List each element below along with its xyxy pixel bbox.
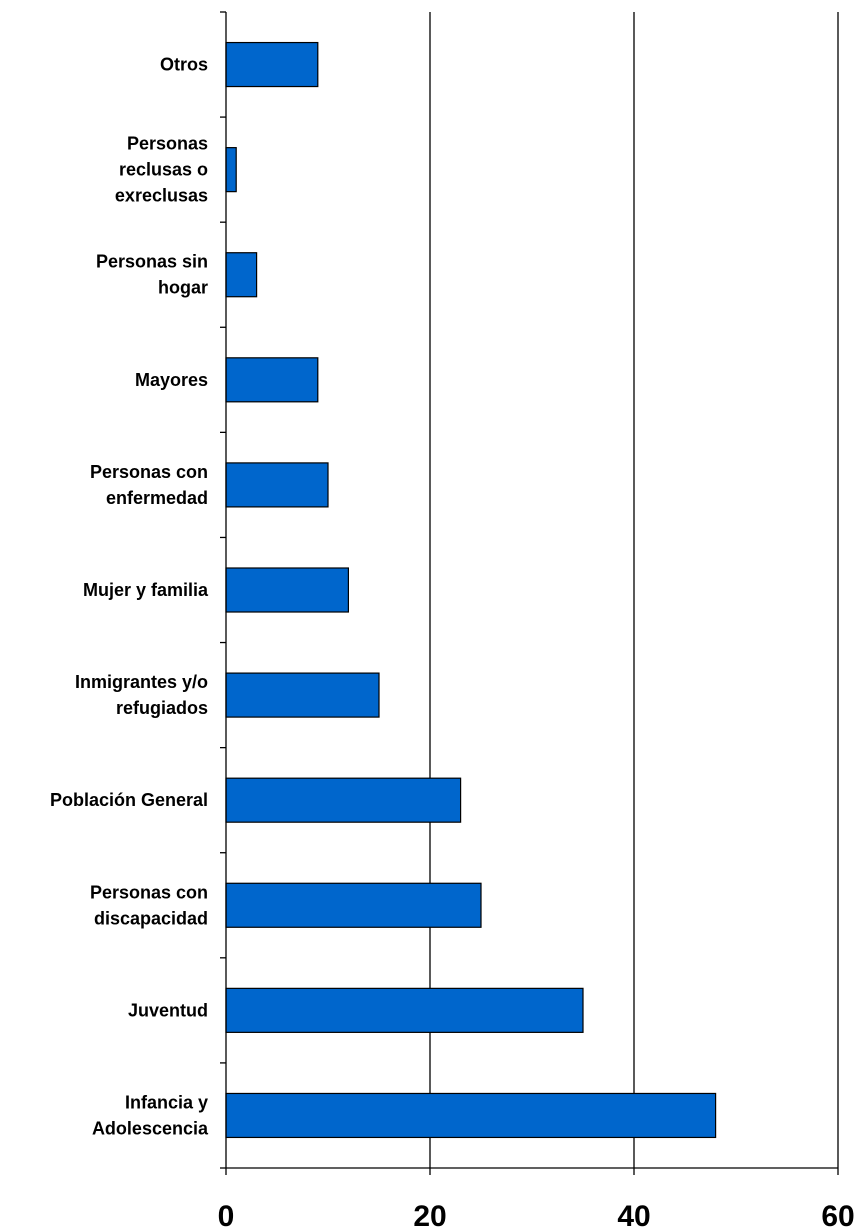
bar-10 (225, 1092, 717, 1139)
category-label: hogar (158, 278, 208, 298)
bar-8 (225, 882, 482, 928)
category-label: Juventud (128, 1000, 208, 1020)
gridlines (429, 12, 839, 1168)
bar-1 (225, 147, 237, 193)
category-label: Personas con (90, 882, 208, 902)
category-label: Población General (50, 790, 208, 810)
category-label: enfermedad (106, 488, 208, 508)
axes (220, 11, 839, 1175)
category-label: Mayores (135, 370, 208, 390)
tick-labels: 0 20 40 60 (218, 1200, 855, 1231)
category-label: Mujer y familia (83, 580, 209, 600)
bar-7 (225, 777, 462, 823)
bar-5 (225, 567, 350, 613)
x-tick-label: 60 (821, 1200, 854, 1231)
x-tick-label: 0 (218, 1200, 235, 1231)
category-label: Adolescencia (92, 1118, 209, 1138)
category-label: Otros (160, 55, 208, 75)
category-label: refugiados (116, 698, 208, 718)
category-label: exreclusas (115, 186, 208, 206)
category-label: discapacidad (94, 908, 208, 928)
category-label: Personas sin (96, 252, 208, 272)
x-tick-label: 20 (413, 1200, 446, 1231)
category-label: Personas (127, 134, 208, 154)
category-labels: Otros Personas reclusas o exreclusas Persona… (50, 55, 209, 1139)
category-label: Inmigrantes y/o (75, 672, 208, 692)
category-label: Infancia y (125, 1092, 208, 1112)
category-label: reclusas o (119, 160, 208, 180)
bar-6 (225, 672, 380, 718)
bars (225, 41, 717, 1139)
bar-9 (225, 987, 584, 1033)
category-label: Personas con (90, 462, 208, 482)
bar-2 (225, 252, 258, 298)
bar-4 (225, 462, 329, 508)
x-tick-label: 40 (617, 1200, 650, 1231)
bar-3 (225, 357, 319, 403)
bar-0 (225, 41, 319, 88)
